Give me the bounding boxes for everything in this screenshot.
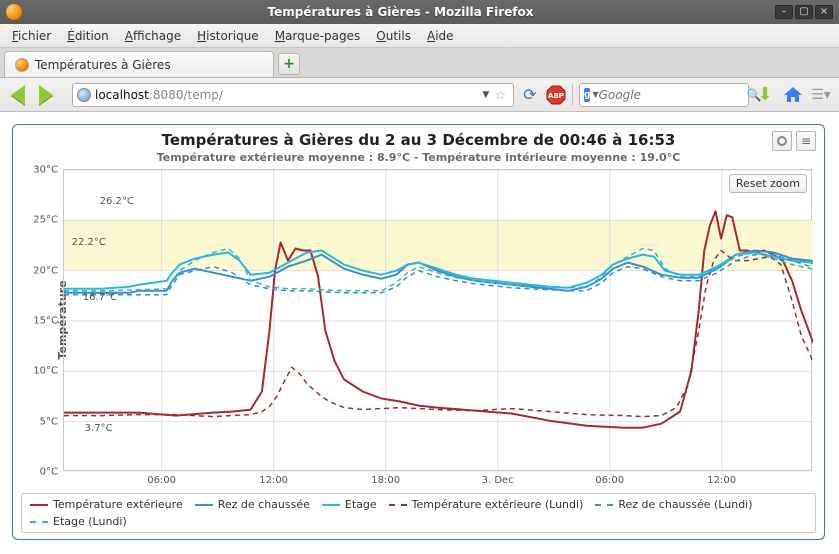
chart-toolbar: ≡: [772, 131, 816, 151]
home-button[interactable]: [781, 83, 805, 107]
legend-swatch-icon: [595, 504, 613, 506]
menu-item-outils[interactable]: Outils: [368, 27, 419, 45]
window-maximize-button[interactable]: ▢: [795, 5, 813, 19]
menu-bar: FichierÉditionAffichageHistoriqueMarque-…: [0, 24, 839, 48]
circle-icon: [777, 136, 787, 146]
reset-zoom-button[interactable]: Reset zoom: [729, 174, 807, 193]
data-label: 16.7°C: [83, 292, 117, 303]
search-input[interactable]: [599, 88, 747, 102]
tab-active[interactable]: Températures à Gières: [4, 51, 274, 77]
y-tick-label: 10°C: [24, 366, 58, 377]
y-tick-label: 5°C: [24, 416, 58, 427]
x-tick-label: 12:00: [707, 475, 736, 486]
legend-label: Température extérieure (Lundi): [412, 498, 584, 511]
url-rest: :8080/temp/: [149, 88, 223, 102]
page-content: Températures à Gières du 2 au 3 Décembre…: [0, 112, 839, 554]
legend-label: Température extérieure: [53, 498, 183, 511]
x-tick-label: 12:00: [259, 475, 288, 486]
y-tick-label: 25°C: [24, 215, 58, 226]
y-tick-label: 30°C: [24, 165, 58, 176]
tab-label: Températures à Gières: [35, 58, 171, 72]
chart-menu-button[interactable]: ≡: [796, 131, 816, 151]
legend-item[interactable]: Rez de chaussée: [195, 498, 310, 511]
forward-button[interactable]: [34, 83, 58, 107]
plot-svg-host: 0°C5°C10°C15°C20°C25°C30°C06:0012:0018:0…: [63, 169, 812, 471]
y-tick-label: 20°C: [24, 265, 58, 276]
chart-print-button[interactable]: [772, 131, 792, 151]
arrow-left-icon: [11, 85, 25, 105]
extension-icon[interactable]: ☰▾: [809, 83, 833, 107]
svg-text:ABP: ABP: [548, 92, 564, 100]
data-label: 22.2°C: [72, 237, 106, 248]
tab-strip: Températures à Gières +: [0, 48, 839, 78]
search-engine-icon[interactable]: g: [584, 88, 590, 102]
window-title: Températures à Gières - Mozilla Firefox: [28, 5, 773, 19]
new-tab-button[interactable]: +: [278, 53, 300, 75]
menu-item-historique[interactable]: Historique: [189, 27, 267, 45]
download-arrow-icon: ⬇: [757, 84, 772, 105]
data-label: 3.7°C: [85, 423, 113, 434]
url-bar[interactable]: localhost:8080/temp/ ▼ ☆: [72, 83, 514, 107]
legend-item[interactable]: Etage (Lundi): [30, 515, 127, 528]
legend-swatch-icon: [322, 504, 340, 506]
menu-item-affichage[interactable]: Affichage: [117, 27, 189, 45]
legend-swatch-icon: [30, 521, 48, 523]
legend-label: Rez de chaussée: [218, 498, 310, 511]
navigation-toolbar: localhost:8080/temp/ ▼ ☆ ⟳ ABP g ▼ 🔍 ⬇ ☰…: [0, 78, 839, 112]
chart-header: Températures à Gières du 2 au 3 Décembre…: [13, 125, 824, 164]
chart-title: Températures à Gières du 2 au 3 Décembre…: [21, 131, 816, 149]
search-bar[interactable]: g ▼ 🔍: [579, 83, 749, 107]
x-tick-label: 06:00: [595, 475, 624, 486]
plot-area[interactable]: Température 0°C5°C10°C15°C20°C25°C30°C06…: [63, 169, 812, 471]
x-tick-label: 18:00: [371, 475, 400, 486]
downloads-button[interactable]: ⬇: [753, 83, 777, 107]
menu-item-édition[interactable]: Édition: [59, 27, 117, 45]
menu-item-aide[interactable]: Aide: [419, 27, 462, 45]
legend-swatch-icon: [195, 504, 213, 506]
firefox-icon: [6, 4, 22, 20]
arrow-right-icon: [39, 85, 53, 105]
y-tick-label: 15°C: [24, 316, 58, 327]
menu-item-fichier[interactable]: Fichier: [4, 27, 59, 45]
url-host: localhost: [95, 88, 149, 102]
legend-label: Etage: [345, 498, 377, 511]
y-tick-label: 0°C: [24, 467, 58, 478]
chart-container: Températures à Gières du 2 au 3 Décembre…: [12, 124, 825, 540]
home-icon: [784, 87, 802, 102]
reload-button[interactable]: ⟳: [518, 83, 542, 107]
legend-item[interactable]: Température extérieure (Lundi): [389, 498, 584, 511]
window-titlebar: Températures à Gières - Mozilla Firefox …: [0, 0, 839, 24]
legend-item[interactable]: Etage: [322, 498, 377, 511]
legend-swatch-icon: [30, 504, 48, 506]
url-text: localhost:8080/temp/: [95, 88, 479, 102]
adblock-icon[interactable]: ABP: [546, 85, 566, 105]
chart-legend: Température extérieure Rez de chaussée Eta…: [21, 493, 816, 533]
x-tick-label: 3. Dec: [482, 475, 514, 486]
x-tick-label: 06:00: [147, 475, 176, 486]
legend-swatch-icon: [389, 504, 407, 506]
legend-item[interactable]: Rez de chaussée (Lundi): [595, 498, 752, 511]
window-minimize-button[interactable]: –: [775, 5, 793, 19]
tab-favicon-icon: [15, 58, 29, 72]
back-button[interactable]: [6, 83, 30, 107]
window-close-button[interactable]: ×: [815, 5, 833, 19]
url-dropdown-button[interactable]: ▼: [479, 90, 492, 100]
legend-item[interactable]: Température extérieure: [30, 498, 183, 511]
menu-item-marque-pages[interactable]: Marque-pages: [267, 27, 369, 45]
data-label: 26.2°C: [100, 196, 134, 207]
chart-subtitle: Température extérieure moyenne : 8.9°C -…: [21, 151, 816, 164]
bookmark-star-icon[interactable]: ☆: [492, 88, 509, 102]
legend-label: Rez de chaussée (Lundi): [618, 498, 752, 511]
globe-icon: [77, 88, 91, 102]
legend-label: Etage (Lundi): [53, 515, 127, 528]
